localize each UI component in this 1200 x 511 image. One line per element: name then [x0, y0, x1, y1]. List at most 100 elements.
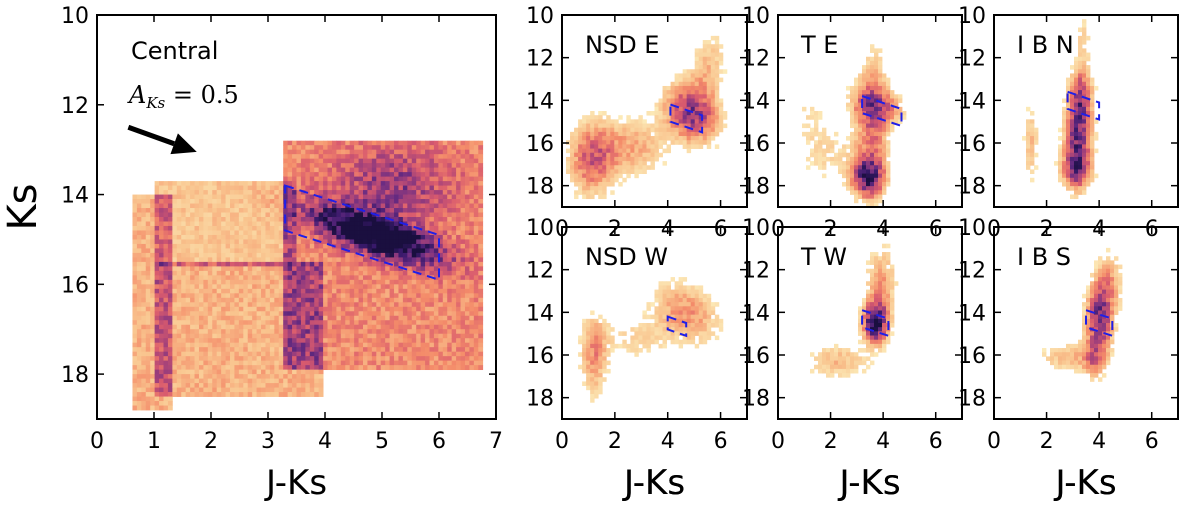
- heatmap-cell: [331, 347, 337, 353]
- heatmap-cell: [198, 239, 204, 245]
- heatmap-cell: [163, 374, 169, 379]
- heatmap-cell: [261, 297, 266, 303]
- heatmap-cell: [318, 145, 324, 151]
- heatmap-cell: [323, 154, 328, 160]
- heatmap-cell: [287, 288, 293, 294]
- heatmap-cell: [358, 288, 364, 294]
- heatmap-cell: [464, 266, 470, 272]
- heatmap-cell: [402, 234, 408, 240]
- heatmap-cell: [221, 302, 226, 308]
- heatmap-cell: [203, 378, 209, 384]
- heatmap-cell: [451, 212, 457, 218]
- heatmap-cell: [420, 329, 426, 335]
- heatmap-cell: [698, 85, 704, 91]
- heatmap-cell: [402, 230, 408, 236]
- heatmap-cell: [358, 261, 364, 267]
- heatmap-cell: [278, 288, 284, 294]
- heatmap-cell: [425, 356, 430, 362]
- heatmap-cell: [256, 212, 262, 218]
- heatmap-cell: [198, 383, 204, 388]
- heatmap-cell: [136, 315, 142, 321]
- heatmap-cell: [451, 315, 457, 321]
- heatmap-cell: [842, 181, 847, 187]
- heatmap-cell: [314, 270, 320, 276]
- heatmap-cell: [154, 243, 160, 249]
- heatmap-cell: [318, 190, 324, 195]
- heatmap-cell: [389, 203, 395, 209]
- heatmap-cell: [309, 288, 315, 294]
- heatmap-cell: [438, 145, 444, 151]
- heatmap-cell: [398, 203, 404, 209]
- heatmap-cell: [274, 217, 280, 222]
- heatmap-cell: [300, 234, 306, 240]
- heatmap-cell: [203, 230, 209, 236]
- heatmap-cell: [194, 181, 200, 186]
- heatmap-cell: [638, 161, 643, 166]
- heatmap-cell: [380, 342, 386, 348]
- heatmap-cell: [358, 194, 364, 200]
- heatmap-cell: [464, 275, 470, 281]
- heatmap-cell: [278, 356, 284, 362]
- heatmap-cell: [159, 356, 164, 362]
- heatmap-cell: [478, 176, 484, 182]
- heatmap-cell: [159, 194, 164, 200]
- heatmap-cell: [252, 199, 257, 204]
- heatmap-cell: [358, 181, 364, 186]
- heatmap-cell: [385, 140, 390, 146]
- heatmap-cell: [159, 360, 164, 366]
- heatmap-cell: [287, 266, 293, 272]
- heatmap-cell: [172, 257, 178, 263]
- heatmap-cell: [305, 275, 311, 281]
- heatmap-cell: [150, 243, 156, 249]
- heatmap-cell: [349, 212, 355, 218]
- heatmap-cell: [212, 342, 218, 348]
- heatmap-cell: [314, 248, 320, 254]
- heatmap-cell: [662, 123, 667, 129]
- heatmap-cell: [469, 145, 475, 151]
- heatmap-cell: [141, 234, 147, 240]
- heatmap-cell: [163, 324, 169, 330]
- heatmap-cell: [714, 44, 720, 49]
- heatmap-cell: [323, 185, 328, 191]
- heatmap-cell: [287, 176, 293, 182]
- heatmap-cell: [185, 324, 191, 330]
- heatmap-cell: [305, 360, 311, 366]
- heatmap-cell: [340, 225, 346, 231]
- heatmap-cell: [283, 329, 289, 335]
- heatmap-cell: [345, 163, 351, 169]
- heatmap-cell: [420, 284, 426, 290]
- heatmap-cell: [163, 360, 169, 366]
- heatmap-cell: [185, 190, 191, 195]
- heatmap-cell: [460, 311, 466, 317]
- heatmap-cell: [385, 293, 390, 299]
- heatmap-cell: [327, 306, 333, 312]
- heatmap-cell: [380, 185, 386, 191]
- heatmap-cell: [150, 374, 156, 379]
- heatmap-cell: [283, 347, 289, 353]
- heatmap-cell: [710, 119, 716, 124]
- heatmap-cell: [686, 140, 692, 145]
- heatmap-cell: [300, 342, 306, 348]
- heatmap-cell: [398, 320, 404, 326]
- heatmap-cell: [376, 252, 382, 258]
- heatmap-cell: [438, 239, 444, 245]
- heatmap-cell: [464, 257, 470, 263]
- heatmap-cell: [710, 35, 716, 41]
- heatmap-cell: [618, 148, 623, 154]
- heatmap-cell: [469, 181, 475, 186]
- heatmap-cell: [371, 248, 377, 254]
- heatmap-cell: [429, 297, 435, 303]
- heatmap-cell: [154, 351, 160, 357]
- heatmap-cell: [265, 225, 271, 231]
- heatmap-cell: [642, 123, 647, 129]
- heatmap-cell: [194, 252, 200, 258]
- heatmap-cell: [314, 239, 320, 245]
- heatmap-cell: [190, 185, 195, 191]
- heatmap-cell: [850, 181, 855, 187]
- heatmap-cell: [394, 194, 399, 200]
- heatmap-cell: [460, 208, 466, 213]
- heatmap-cell: [203, 365, 209, 371]
- heatmap-cell: [363, 329, 368, 335]
- heatmap-cell: [402, 324, 408, 330]
- heatmap-cell: [354, 342, 359, 348]
